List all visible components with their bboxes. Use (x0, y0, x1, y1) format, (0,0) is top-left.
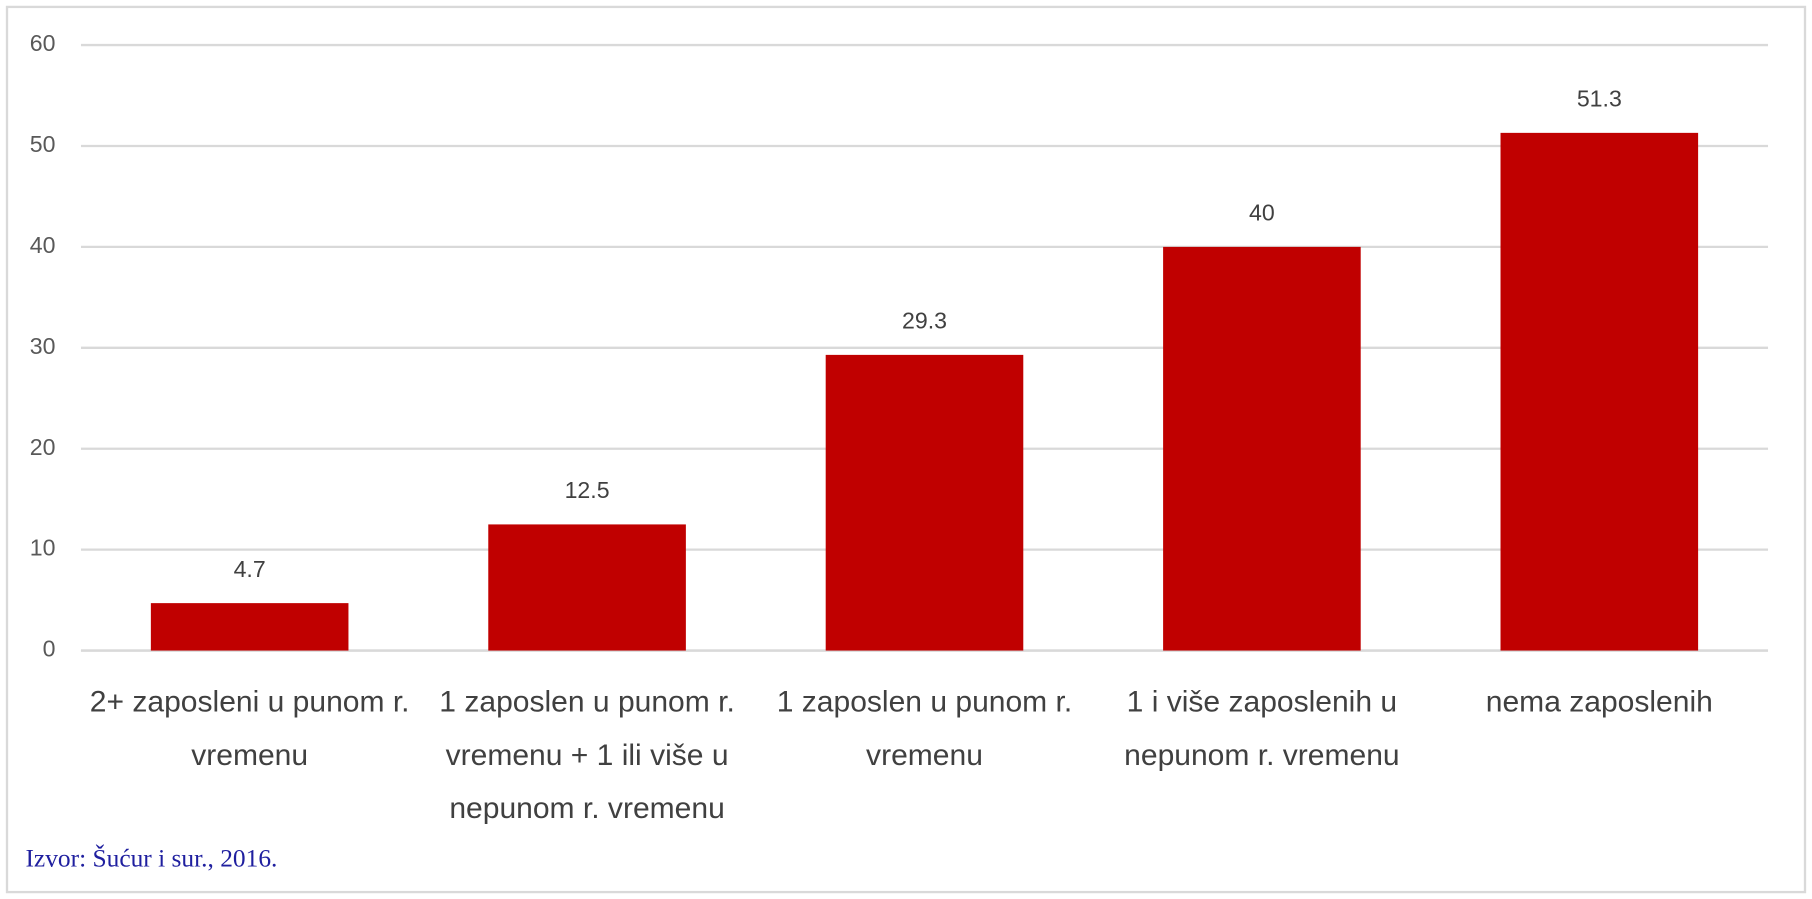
y-tick-label: 20 (30, 434, 56, 460)
y-tick-label: 40 (30, 232, 56, 258)
data-label: 40 (1249, 200, 1275, 226)
data-label: 51.3 (1577, 86, 1622, 112)
y-tick-label: 60 (30, 30, 56, 56)
x-tick-label: 1 zaposlen u punom r. vremenu + 1 ili viš… (439, 686, 735, 825)
data-label: 12.5 (565, 477, 610, 503)
x-tick-label: 1 zaposlen u punom r. vremenu (777, 686, 1073, 772)
x-tick-label: 2+ zaposleni u punom r. vremenu (90, 686, 410, 772)
bar (1500, 132, 1699, 651)
bar (825, 354, 1024, 651)
bar (1163, 246, 1361, 651)
x-tick-label: 1 i više zaposlenih u nepunom r. vremenu (1124, 686, 1399, 772)
y-tick-label: 10 (30, 535, 56, 561)
y-tick-label: 50 (30, 131, 56, 157)
data-label: 4.7 (234, 556, 266, 582)
y-tick-label: 0 (43, 636, 56, 662)
source-note: Izvor: Šućur i sur., 2016. (25, 844, 277, 873)
bar (488, 524, 686, 651)
bar (150, 603, 349, 651)
y-tick-label: 30 (30, 333, 56, 359)
x-tick-label: nema zaposlenih (1486, 686, 1713, 719)
data-label: 29.3 (902, 308, 947, 334)
